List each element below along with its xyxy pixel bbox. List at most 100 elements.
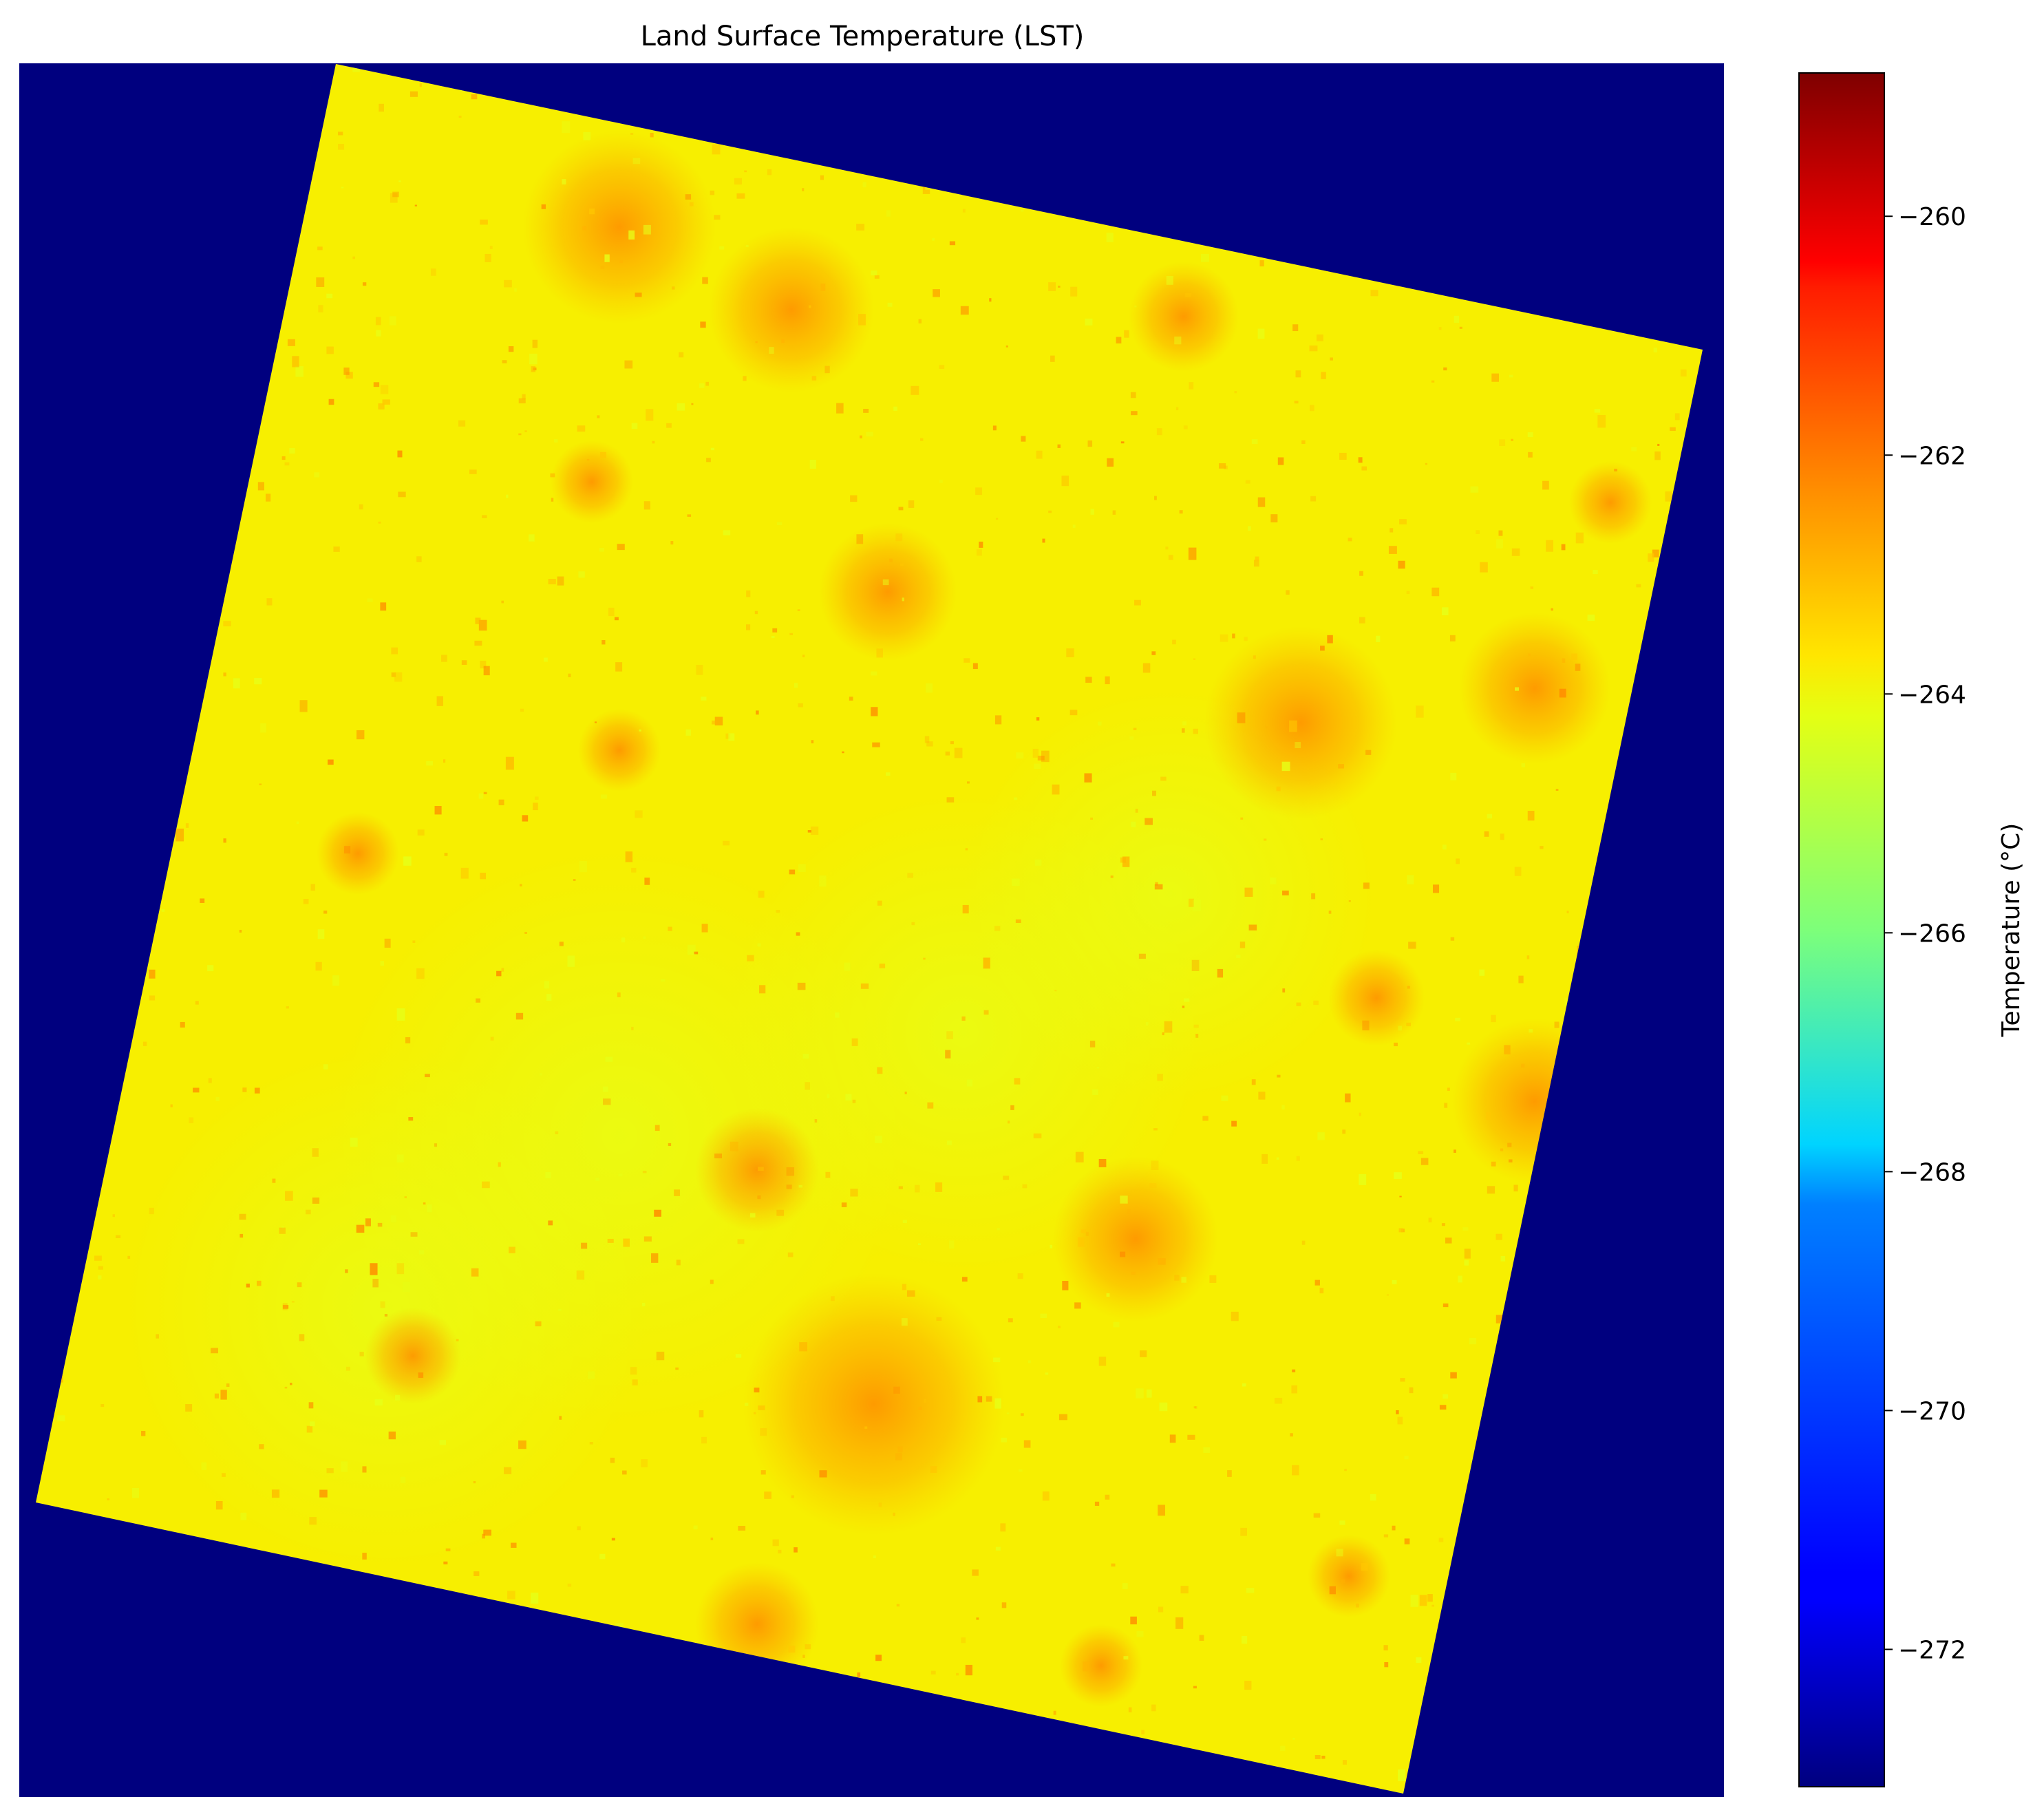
texture-speckle	[625, 851, 633, 862]
texture-speckle	[630, 1367, 637, 1375]
texture-speckle	[1227, 1470, 1232, 1477]
texture-speckle	[1431, 587, 1440, 597]
texture-speckle	[1359, 1112, 1361, 1116]
texture-speckle	[319, 1489, 328, 1498]
texture-speckle	[621, 937, 626, 943]
texture-speckle	[1555, 789, 1559, 791]
texture-speckle	[911, 922, 915, 926]
texture-speckle	[1184, 998, 1190, 1002]
texture-speckle	[1392, 1279, 1397, 1284]
texture-speckle	[672, 286, 675, 290]
texture-speckle	[1053, 1710, 1056, 1715]
texture-speckle	[1105, 676, 1110, 685]
texture-speckle	[805, 1082, 811, 1090]
texture-speckle	[1546, 540, 1553, 552]
texture-speckle	[256, 1280, 262, 1286]
texture-speckle	[893, 1512, 895, 1516]
texture-speckle	[345, 1366, 351, 1371]
texture-speckle	[820, 175, 824, 180]
texture-speckle	[1128, 1707, 1132, 1712]
texture-speckle	[1016, 752, 1024, 759]
colorbar: −260 −262 −264 −266 −268 −270 −272 Temperature…	[1798, 72, 2025, 1787]
texture-speckle	[995, 1547, 1001, 1551]
texture-speckle	[1131, 411, 1138, 416]
texture-speckle	[343, 846, 351, 854]
warm-urban-area	[317, 812, 399, 895]
texture-speckle	[1420, 1158, 1429, 1165]
texture-speckle	[827, 1094, 830, 1098]
texture-speckle	[1245, 480, 1250, 484]
texture-speckle	[434, 806, 442, 815]
texture-speckle	[757, 1195, 761, 1200]
texture-speckle	[1486, 1112, 1491, 1120]
texture-speckle	[1156, 428, 1162, 436]
texture-speckle	[1282, 988, 1286, 993]
texture-speckle	[375, 317, 381, 326]
texture-speckle	[851, 1038, 858, 1046]
texture-speckle	[694, 951, 699, 955]
texture-speckle	[1445, 1237, 1452, 1244]
texture-speckle	[961, 1277, 968, 1282]
texture-speckle	[287, 339, 295, 346]
texture-speckle	[418, 1372, 424, 1378]
texture-speckle	[964, 658, 970, 663]
texture-speckle	[1636, 584, 1641, 588]
texture-speckle	[100, 1403, 105, 1407]
texture-speckle	[772, 1539, 779, 1547]
texture-speckle	[490, 1037, 494, 1041]
texture-speckle	[825, 1171, 831, 1178]
texture-speckle	[1320, 646, 1325, 651]
texture-speckle	[1257, 497, 1266, 507]
texture-speckle	[1008, 1318, 1013, 1323]
colorbar-ticks: −260 −262 −264 −266 −268 −270 −272	[1884, 203, 1966, 1664]
texture-speckle	[223, 621, 231, 627]
texture-speckle	[1149, 1183, 1157, 1189]
texture-speckle	[1500, 1255, 1506, 1262]
texture-speckle	[384, 1314, 388, 1317]
texture-speckle	[1491, 1161, 1496, 1167]
texture-speckle	[743, 376, 747, 381]
texture-speckle	[1438, 327, 1442, 330]
texture-speckle	[879, 964, 886, 968]
texture-speckle	[396, 1008, 405, 1021]
texture-speckle	[1182, 728, 1185, 733]
texture-speckle	[860, 983, 869, 989]
texture-speckle	[1158, 1258, 1166, 1265]
texture-speckle	[271, 1489, 280, 1498]
texture-speckle	[1311, 893, 1316, 900]
texture-speckle	[246, 1283, 250, 1288]
texture-speckle	[1191, 959, 1200, 971]
texture-speckle	[641, 1459, 648, 1467]
texture-speckle	[746, 590, 751, 597]
texture-speckle	[397, 450, 403, 458]
texture-speckle	[1390, 528, 1394, 533]
texture-speckle	[1244, 1681, 1252, 1690]
texture-speckle	[1348, 538, 1352, 542]
texture-speckle	[1257, 328, 1265, 339]
texture-speckle	[426, 761, 434, 766]
texture-speckle	[734, 178, 742, 185]
texture-speckle	[1338, 764, 1344, 769]
texture-speckle	[737, 1239, 745, 1244]
texture-speckle	[930, 1466, 937, 1473]
texture-speckle	[1593, 570, 1598, 575]
texture-speckle	[1562, 658, 1566, 663]
texture-speckle	[1614, 469, 1618, 471]
texture-speckle	[299, 1334, 305, 1341]
texture-speckle	[972, 663, 978, 670]
texture-speckle	[860, 435, 862, 438]
texture-speckle	[318, 305, 323, 312]
texture-speckle	[338, 131, 343, 136]
texture-speckle	[1251, 439, 1258, 444]
texture-speckle	[1665, 491, 1672, 502]
texture-speckle	[545, 1171, 551, 1179]
texture-speckle	[1042, 1491, 1050, 1501]
texture-speckle	[736, 193, 745, 199]
texture-speckle	[778, 1549, 782, 1553]
texture-speckle	[577, 425, 586, 432]
texture-speckle	[548, 1220, 553, 1226]
texture-speckle	[1484, 831, 1489, 837]
texture-speckle	[1152, 790, 1156, 796]
texture-speckle	[754, 1388, 760, 1393]
texture-speckle	[279, 1227, 286, 1234]
